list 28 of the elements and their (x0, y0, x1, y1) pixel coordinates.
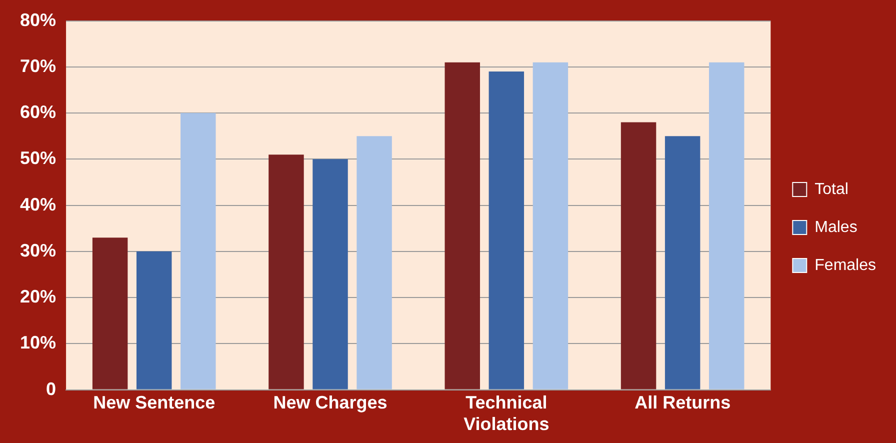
legend-label: Total (814, 180, 848, 198)
x-tick-label: New Charges (273, 392, 388, 413)
y-tick-label: 70% (20, 56, 56, 76)
legend-label: Males (814, 218, 858, 236)
legend-label: Females (814, 256, 876, 274)
y-tick-label: 0 (46, 378, 56, 399)
bar (620, 122, 656, 390)
y-tick-label: 60% (20, 102, 56, 122)
y-tick-label: 50% (20, 148, 56, 168)
bar (312, 159, 348, 390)
bar (92, 238, 128, 390)
y-tick-label: 40% (20, 194, 56, 214)
bar (488, 72, 524, 390)
bar (532, 62, 568, 390)
y-tick-label: 80% (20, 10, 56, 30)
bar (136, 251, 172, 390)
x-tick-label: All Returns (634, 392, 731, 413)
bar (268, 154, 304, 390)
y-tick-label: 30% (20, 240, 56, 260)
bar (664, 136, 700, 390)
bar (180, 113, 216, 390)
bar (444, 62, 480, 390)
x-tick-label: Technical Violations (464, 392, 550, 434)
y-tick-label: 10% (20, 332, 56, 353)
y-tick-label: 20% (20, 286, 56, 307)
bar (708, 62, 744, 390)
x-tick-label: New Sentence (93, 392, 216, 413)
bar (356, 136, 392, 390)
